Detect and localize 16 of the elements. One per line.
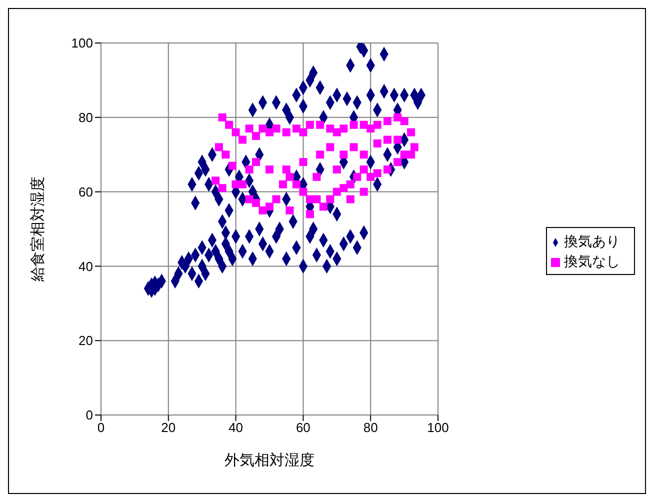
x-tick-label: 80: [363, 420, 378, 436]
x-tick-label: 0: [97, 420, 105, 436]
y-tick-label: 40: [78, 258, 93, 274]
x-tick-label: 100: [427, 420, 449, 436]
y-axis-title: 給食室相対湿度: [29, 176, 46, 282]
legend-label: 換気なし: [564, 253, 620, 269]
y-tick-label: 100: [71, 36, 93, 51]
y-tick-label: 20: [78, 333, 93, 348]
x-tick-label: 60: [296, 420, 310, 436]
x-tick-label: 20: [161, 420, 176, 436]
x-axis-title: 外気相対湿度: [224, 452, 314, 469]
y-tick-label: 80: [78, 110, 93, 126]
y-tick-label: 0: [86, 408, 93, 423]
y-tick-label: 60: [78, 184, 93, 200]
legend-label: 換気あり: [564, 233, 620, 249]
x-tick-label: 40: [228, 420, 244, 436]
